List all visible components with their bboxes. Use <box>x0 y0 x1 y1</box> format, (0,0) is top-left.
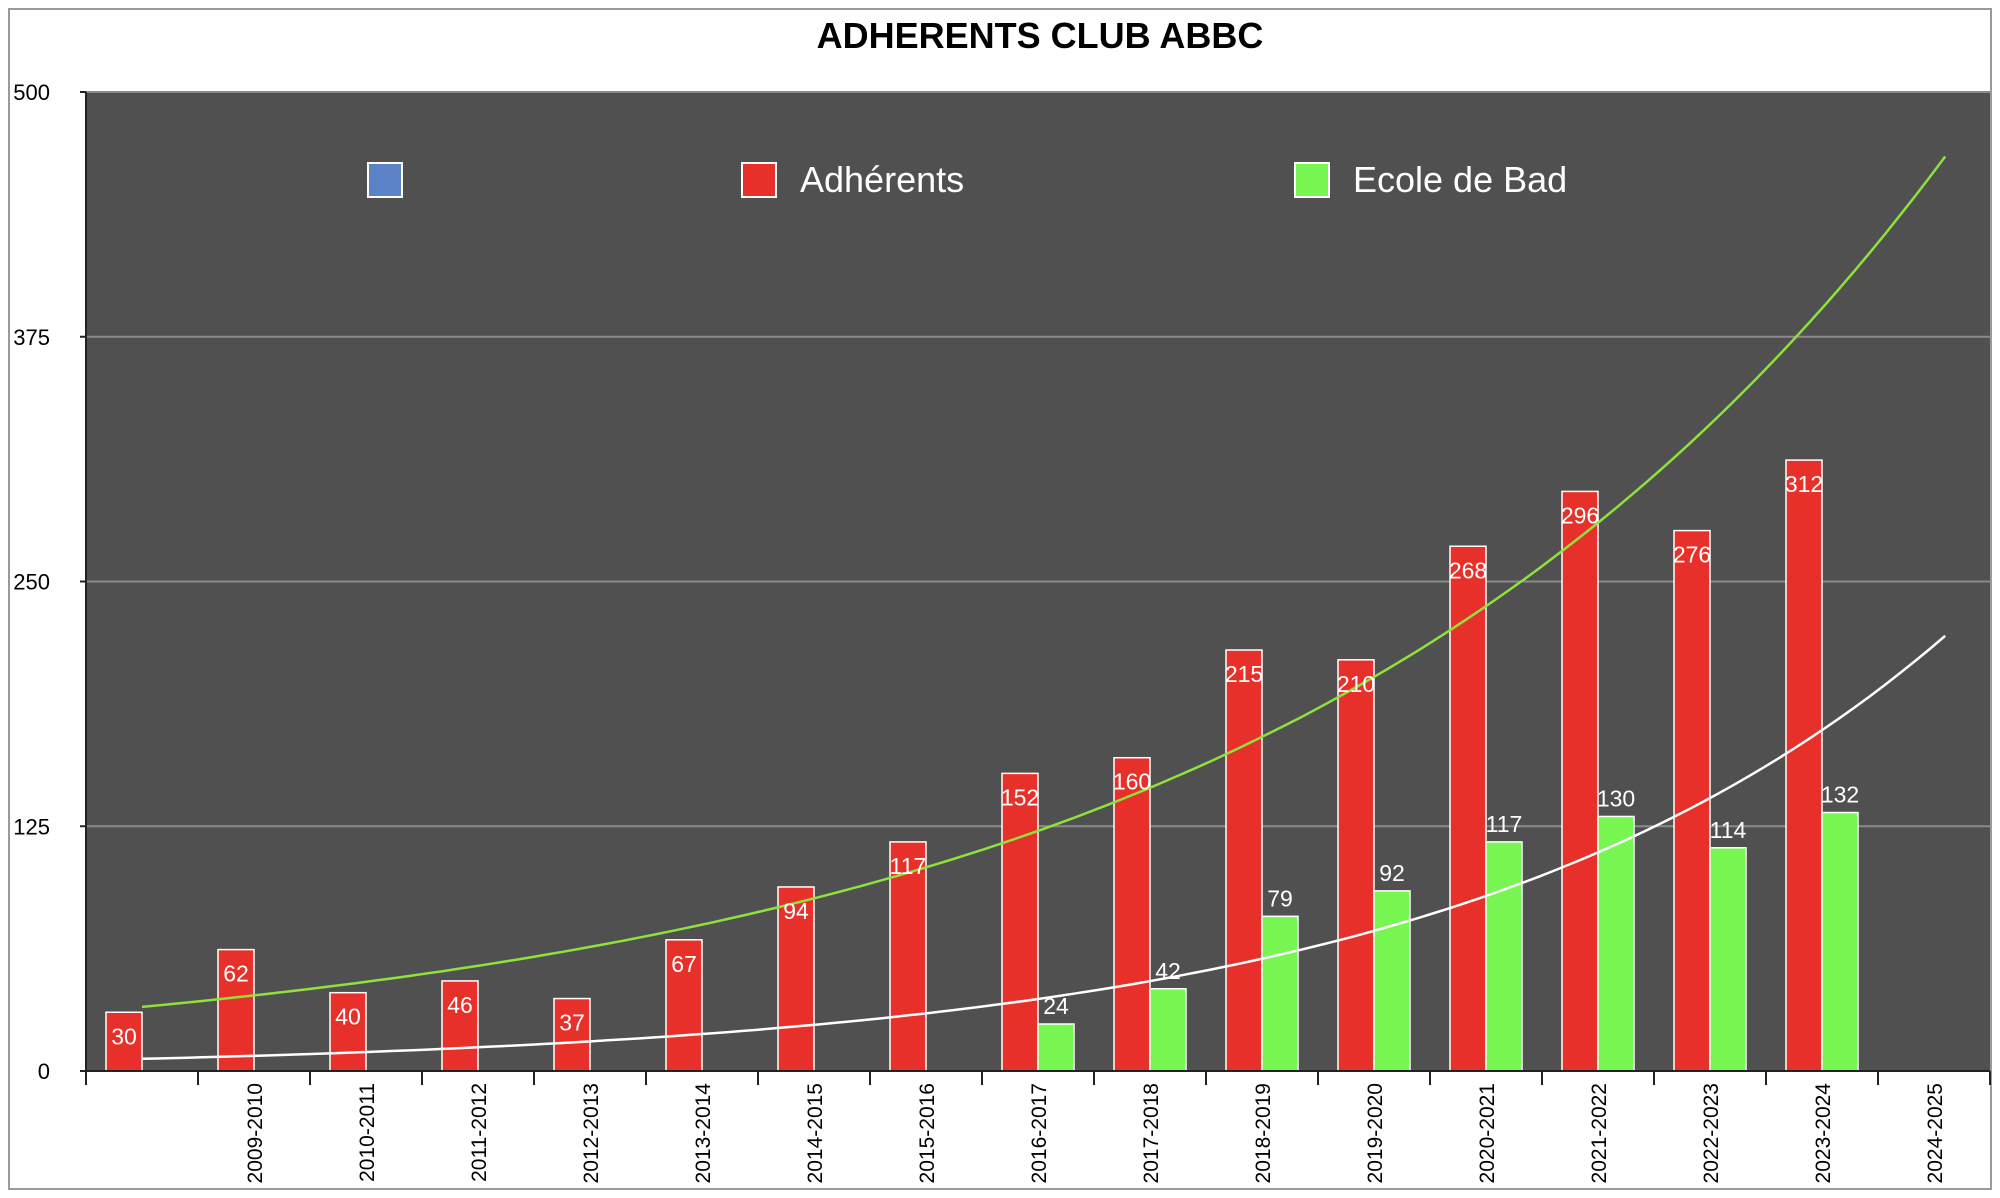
bar-ecole-de-bad <box>1821 811 1859 1072</box>
trendline-ecole-de-bad <box>141 634 1947 1061</box>
x-tick-label: 2020-2021 <box>1476 1083 1499 1183</box>
legend: Adhérents Ecole de Bad <box>367 159 1567 200</box>
legend-label: Ecole de Bad <box>1353 159 1567 200</box>
data-label: 40 <box>335 1004 361 1030</box>
bar-adherents <box>1001 772 1039 1072</box>
bar-adherents <box>1337 659 1375 1072</box>
data-label: 114 <box>1710 817 1747 843</box>
data-label: 210 <box>1337 671 1375 697</box>
data-label: 67 <box>671 951 697 977</box>
bar-adherents <box>441 980 479 1072</box>
x-tick-label: 2019-2020 <box>1364 1083 1387 1183</box>
bar-adherents <box>1225 649 1263 1072</box>
data-label: 117 <box>890 853 927 879</box>
x-tick-label: 2015-2016 <box>916 1083 939 1183</box>
legend-swatch <box>367 162 403 198</box>
bar-ecole-de-bad <box>1037 1023 1075 1072</box>
chart-title: ADHERENTS CLUB ABBC <box>817 15 1264 56</box>
data-label: 42 <box>1155 958 1181 984</box>
x-tick-label: 2024-2025 <box>1924 1083 1947 1183</box>
bar-ecole-de-bad <box>1149 988 1187 1072</box>
x-tick-label: 2011-2012 <box>468 1083 491 1182</box>
data-label: 215 <box>1225 661 1263 687</box>
data-label: 24 <box>1043 993 1069 1019</box>
trendline-adherents <box>141 155 1947 1009</box>
data-label: 312 <box>1785 471 1823 497</box>
data-label: 37 <box>559 1010 585 1036</box>
bar-ecole-de-bad <box>1709 847 1747 1072</box>
trendlines <box>141 155 1947 1061</box>
data-label: 132 <box>1821 782 1859 808</box>
data-label: 152 <box>1001 784 1039 810</box>
data-label: 268 <box>1449 557 1487 583</box>
legend-label: Adhérents <box>800 159 964 200</box>
bar-adherents <box>553 997 591 1072</box>
y-tick-label: 375 <box>13 325 50 350</box>
y-tick-label: 250 <box>13 570 50 595</box>
x-tick-label: 2012-2013 <box>580 1083 603 1183</box>
data-label: 296 <box>1561 502 1599 528</box>
x-tick-label: 2018-2019 <box>1252 1083 1275 1183</box>
data-label: 94 <box>783 898 809 924</box>
bar-ecole-de-bad <box>1597 815 1635 1072</box>
x-tick-label: 2013-2014 <box>692 1083 715 1184</box>
bar-ecole-de-bad <box>1261 915 1299 1072</box>
data-labels: 30 62 40 46 37 67 94 117 152 160 215 210 268 296 276 31… <box>111 471 1859 1049</box>
bar-adherents <box>777 886 815 1072</box>
axes: 0 125 250 375 500 2009-2010 2010-2011 2011-2012… <box>13 80 1991 1184</box>
bar-adherents <box>1785 459 1823 1072</box>
x-tick-label: 2016-2017 <box>1028 1083 1051 1183</box>
data-label: 130 <box>1597 785 1635 811</box>
data-label: 117 <box>1486 811 1523 837</box>
y-tick-label: 500 <box>13 80 50 105</box>
data-label: 79 <box>1267 885 1293 911</box>
bar-adherents <box>1449 545 1487 1072</box>
y-tick-label: 125 <box>13 814 50 839</box>
bar-adherents <box>665 939 703 1072</box>
x-tick-label: 2014-2015 <box>804 1083 827 1183</box>
x-tick-label: 2017-2018 <box>1140 1083 1163 1183</box>
bar-adherents <box>1113 756 1151 1072</box>
x-tick-label: 2023-2024 <box>1812 1083 1835 1184</box>
data-label: 46 <box>447 992 473 1018</box>
bar-adherents <box>1561 490 1599 1072</box>
legend-swatch <box>1294 162 1330 198</box>
legend-swatch <box>741 162 777 198</box>
bar-adherents <box>105 1011 143 1072</box>
data-label: 160 <box>1113 769 1151 795</box>
x-tick-label: 2010-2011 <box>356 1083 379 1182</box>
data-label: 62 <box>223 961 249 987</box>
data-label: 92 <box>1379 860 1405 886</box>
bar-adherents <box>217 948 255 1072</box>
data-label: 30 <box>111 1023 137 1049</box>
x-tick-label: 2021-2022 <box>1588 1083 1611 1183</box>
y-tick-label: 0 <box>38 1059 50 1084</box>
x-tick-label: 2022-2023 <box>1700 1083 1723 1183</box>
x-tick-label: 2009-2010 <box>244 1083 267 1183</box>
data-label: 276 <box>1673 542 1711 568</box>
bar-ecole-de-bad <box>1485 841 1523 1072</box>
bar-ecole-de-bad <box>1373 890 1411 1072</box>
